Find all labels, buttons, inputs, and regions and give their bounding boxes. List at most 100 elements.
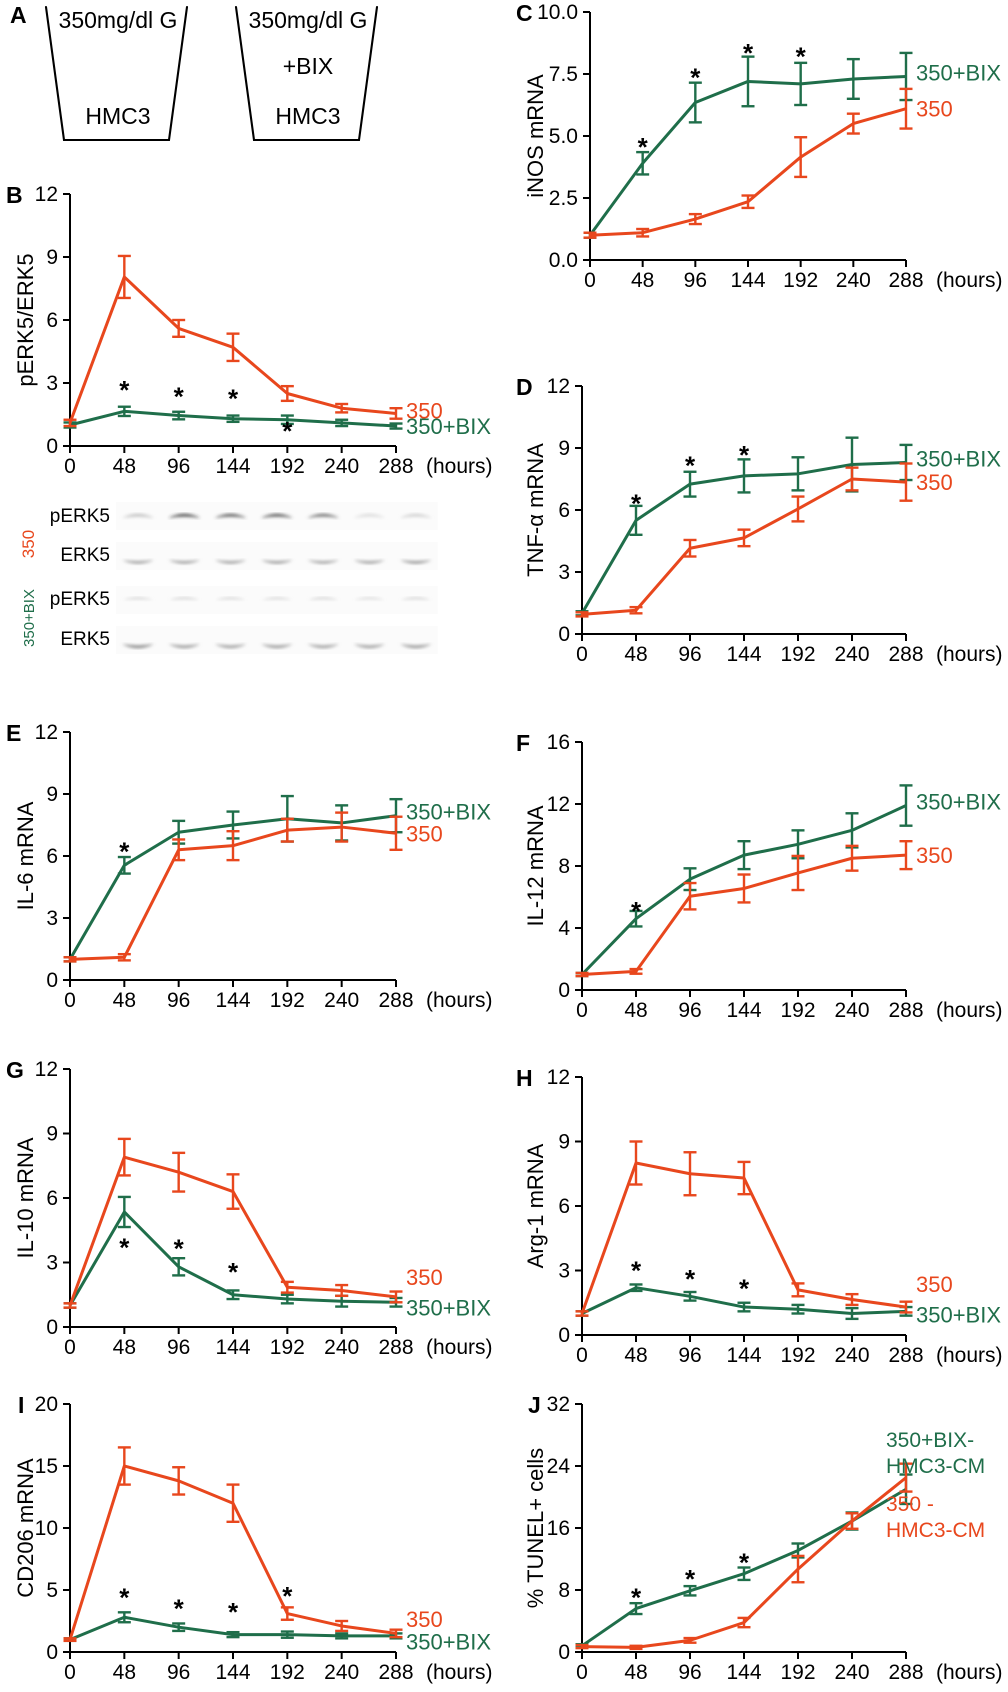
svg-text:*: *	[690, 63, 701, 93]
svg-text:288: 288	[888, 269, 923, 292]
svg-text:350+BIX: 350+BIX	[916, 1302, 1001, 1327]
svg-text:0: 0	[64, 455, 76, 478]
svg-text:240: 240	[834, 1344, 869, 1367]
svg-text:*: *	[119, 1582, 130, 1612]
svg-text:IL-10 mRNA: IL-10 mRNA	[13, 1137, 38, 1258]
svg-text:10: 10	[35, 1517, 58, 1540]
svg-text:pERK5/ERK5: pERK5/ERK5	[13, 253, 38, 386]
svg-text:9: 9	[46, 783, 58, 806]
svg-text:Arg-1 mRNA: Arg-1 mRNA	[523, 1143, 548, 1268]
svg-text:350: 350	[916, 97, 953, 122]
svg-text:0: 0	[558, 979, 570, 1002]
svg-text:*: *	[631, 1255, 642, 1285]
svg-text:20: 20	[35, 1393, 58, 1416]
svg-text:288: 288	[888, 999, 923, 1022]
svg-text:240: 240	[324, 455, 359, 478]
svg-text:15: 15	[35, 1455, 58, 1478]
svg-text:12: 12	[35, 721, 58, 744]
svg-text:144: 144	[215, 989, 250, 1012]
svg-text:12: 12	[547, 1066, 570, 1089]
svg-text:5: 5	[46, 1579, 58, 1602]
svg-text:*: *	[743, 38, 754, 68]
svg-text:0: 0	[576, 643, 588, 666]
svg-text:2.5: 2.5	[549, 187, 578, 210]
svg-text:240: 240	[324, 1661, 359, 1684]
svg-text:144: 144	[215, 1336, 250, 1359]
svg-text:0: 0	[584, 269, 596, 292]
svg-text:192: 192	[780, 999, 815, 1022]
svg-text:3: 3	[46, 1252, 58, 1275]
svg-text:8: 8	[558, 1579, 570, 1602]
svg-text:*: *	[119, 837, 130, 867]
svg-text:48: 48	[624, 643, 647, 666]
svg-text:(hours): (hours)	[936, 643, 1003, 666]
svg-text:144: 144	[726, 1661, 761, 1684]
svg-text:144: 144	[215, 455, 250, 478]
svg-text:12: 12	[35, 183, 58, 206]
svg-text:48: 48	[113, 1661, 136, 1684]
svg-text:144: 144	[726, 999, 761, 1022]
svg-text:HMC3: HMC3	[85, 103, 150, 129]
svg-text:*: *	[228, 1257, 239, 1287]
svg-text:*: *	[228, 1597, 239, 1627]
svg-text:350mg/dl G: 350mg/dl G	[249, 7, 368, 33]
svg-text:12: 12	[547, 375, 570, 398]
svg-text:*: *	[739, 440, 750, 470]
svg-text:192: 192	[270, 1336, 305, 1359]
svg-text:0: 0	[576, 1344, 588, 1367]
svg-text:96: 96	[678, 1344, 701, 1367]
svg-text:240: 240	[836, 269, 871, 292]
svg-text:96: 96	[167, 455, 190, 478]
svg-text:ERK5: ERK5	[60, 545, 110, 566]
svg-text:*: *	[631, 896, 642, 926]
svg-text:24: 24	[547, 1455, 571, 1478]
svg-text:*: *	[174, 1593, 185, 1623]
svg-text:9: 9	[46, 246, 58, 269]
svg-text:288: 288	[888, 643, 923, 666]
svg-text:192: 192	[270, 1661, 305, 1684]
svg-text:192: 192	[783, 269, 818, 292]
svg-text:% TUNEL+ cells: % TUNEL+ cells	[523, 1448, 548, 1608]
svg-text:48: 48	[113, 455, 136, 478]
svg-text:192: 192	[270, 989, 305, 1012]
svg-text:pERK5: pERK5	[50, 506, 110, 527]
svg-text:350mg/dl G: 350mg/dl G	[59, 7, 178, 33]
svg-text:350: 350	[406, 1265, 443, 1290]
svg-text:0: 0	[64, 1661, 76, 1684]
svg-text:350+BIX: 350+BIX	[916, 446, 1001, 471]
svg-text:288: 288	[378, 1336, 413, 1359]
svg-text:*: *	[796, 41, 807, 71]
svg-text:48: 48	[113, 989, 136, 1012]
svg-text:0: 0	[576, 1661, 588, 1684]
svg-text:48: 48	[624, 1344, 647, 1367]
svg-text:48: 48	[624, 999, 647, 1022]
svg-text:(hours): (hours)	[426, 1336, 493, 1359]
svg-text:240: 240	[834, 999, 869, 1022]
svg-text:12: 12	[547, 793, 570, 816]
svg-text:6: 6	[558, 499, 570, 522]
svg-text:*: *	[631, 489, 642, 519]
svg-text:10.0: 10.0	[537, 1, 578, 24]
svg-text:192: 192	[780, 643, 815, 666]
svg-text:350: 350	[406, 1607, 443, 1632]
svg-text:HMC3: HMC3	[275, 103, 340, 129]
svg-text:*: *	[739, 1548, 750, 1578]
svg-text:288: 288	[888, 1344, 923, 1367]
svg-text:32: 32	[547, 1393, 570, 1416]
svg-text:3: 3	[46, 907, 58, 930]
svg-text:9: 9	[558, 437, 570, 460]
svg-text:0: 0	[46, 435, 58, 458]
svg-text:(hours): (hours)	[936, 999, 1003, 1022]
svg-text:16: 16	[547, 731, 570, 754]
svg-text:0: 0	[558, 623, 570, 646]
svg-text:*: *	[685, 450, 696, 480]
svg-text:288: 288	[378, 1661, 413, 1684]
svg-text:6: 6	[558, 1195, 570, 1218]
svg-text:240: 240	[834, 1661, 869, 1684]
svg-text:3: 3	[558, 561, 570, 584]
svg-text:6: 6	[46, 845, 58, 868]
svg-text:CD206 mRNA: CD206 mRNA	[13, 1458, 38, 1598]
svg-text:96: 96	[678, 643, 701, 666]
svg-text:iNOS mRNA: iNOS mRNA	[523, 74, 548, 198]
svg-text:IL-6 mRNA: IL-6 mRNA	[13, 801, 38, 910]
